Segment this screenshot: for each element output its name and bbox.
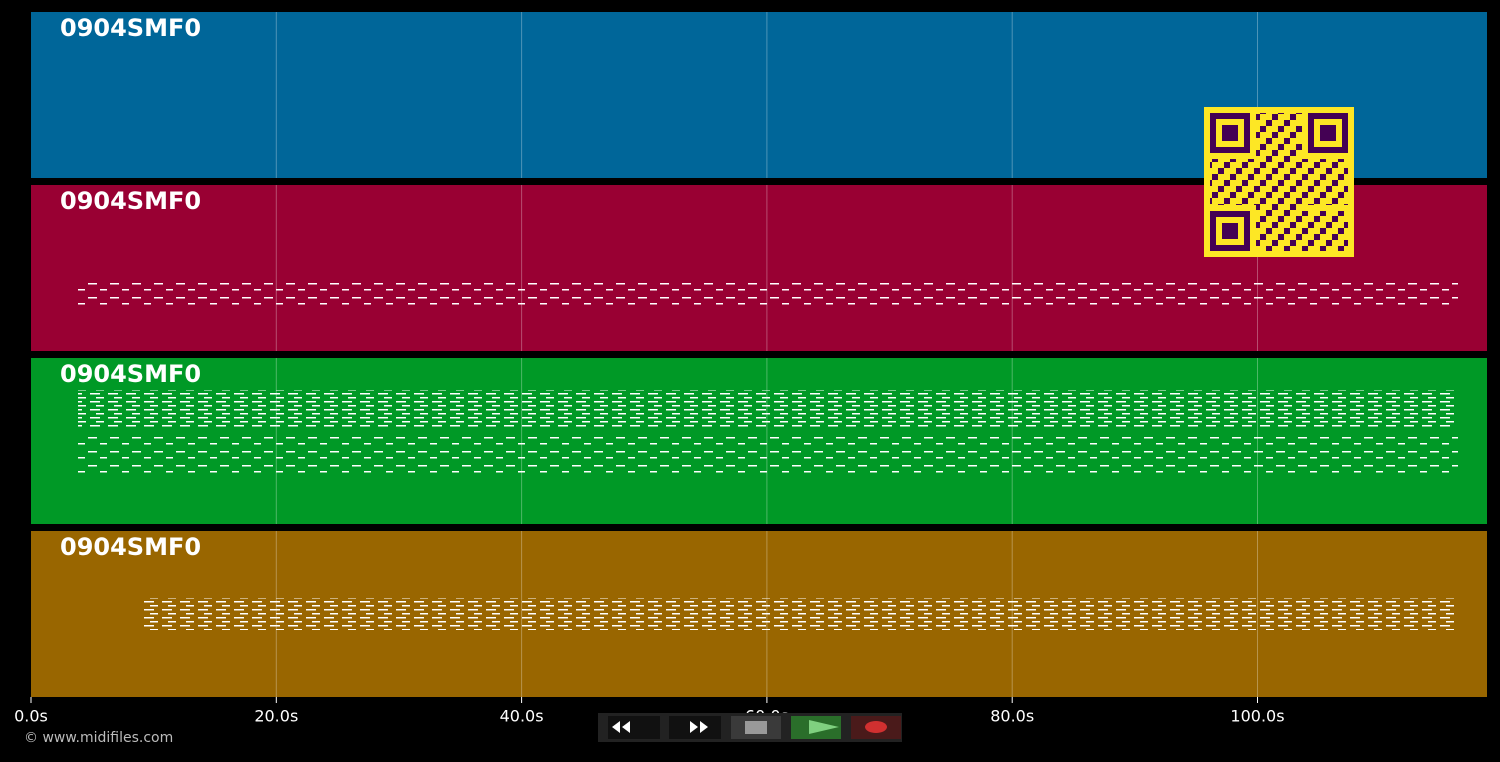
note-band [78, 436, 1458, 476]
player-controls [598, 713, 902, 742]
tick-label: 80.0s [990, 707, 1034, 726]
note-band [140, 598, 1458, 630]
tick-label: 0.0s [14, 707, 48, 726]
rewind-button[interactable] [608, 716, 660, 739]
tick-label: 40.0s [500, 707, 544, 726]
forward-button[interactable] [669, 716, 721, 739]
note-band [78, 278, 1458, 308]
record-button[interactable] [851, 716, 901, 739]
track-title: 0904SMF0 [60, 187, 201, 215]
track: 0904SMF0 [31, 12, 1487, 178]
track-title: 0904SMF0 [60, 360, 201, 388]
tick-label: 20.0s [254, 707, 298, 726]
track: 0904SMF0 [31, 358, 1487, 524]
stop-button[interactable] [731, 716, 781, 739]
footer: © www.midifiles.com [24, 730, 173, 746]
qr-code [1204, 107, 1354, 257]
note-band [78, 390, 1458, 428]
note-band [140, 124, 1456, 127]
track: 0904SMF0 [31, 531, 1487, 697]
tick-label: 100.0s [1230, 707, 1284, 726]
play-button[interactable] [791, 716, 841, 739]
track-title: 0904SMF0 [60, 14, 201, 42]
track-title: 0904SMF0 [60, 533, 201, 561]
